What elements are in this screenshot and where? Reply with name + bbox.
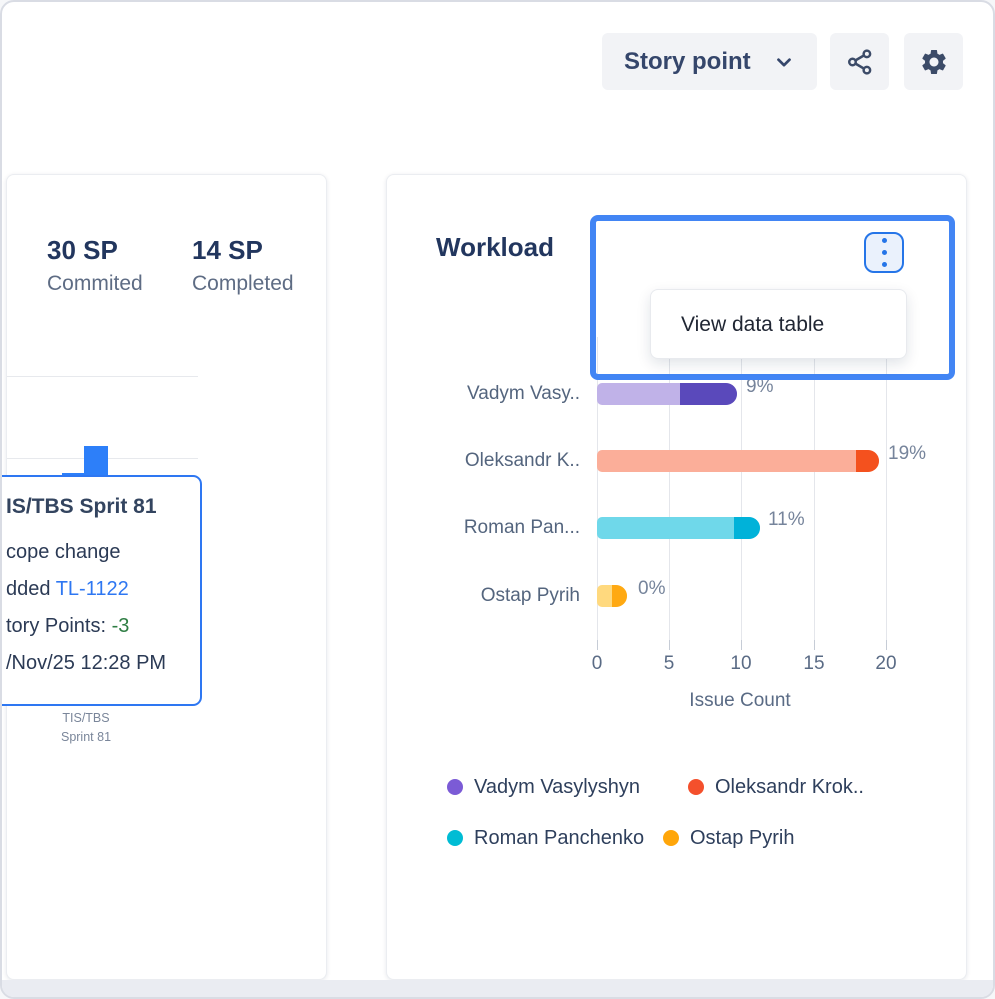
axis-tick xyxy=(669,640,670,650)
menu-item-view-data-table[interactable]: View data table xyxy=(681,313,825,336)
workload-bar-roman[interactable] xyxy=(597,517,760,539)
x-tick-label: 20 xyxy=(875,653,897,674)
gridline-0 xyxy=(597,337,598,650)
bar-percent-vadym: 9% xyxy=(746,376,774,397)
chevron-down-icon xyxy=(773,51,795,73)
x-tick-label: 10 xyxy=(730,653,752,674)
bar-cap xyxy=(680,383,737,405)
story-points-delta: -3 xyxy=(111,615,130,637)
scope-change-tooltip: IS/TBS Sprit 81 cope change dded TL-1122… xyxy=(2,475,202,706)
bar-cap xyxy=(612,585,627,607)
legend-dot-vadym xyxy=(447,779,463,795)
x-tick-label: 15 xyxy=(803,653,825,674)
sprint-chart-gridline xyxy=(7,376,198,377)
legend-dot-oleksandr xyxy=(688,779,704,795)
x-tick-label: 5 xyxy=(663,653,675,674)
committed-label: Commited xyxy=(47,272,143,295)
bar-label-oleksandr: Oleksandr K.. xyxy=(464,450,580,471)
x-axis-title: Issue Count xyxy=(689,690,791,711)
bar-label-vadym: Vadym Vasy.. xyxy=(467,383,580,404)
gear-icon xyxy=(919,47,949,77)
tooltip-scope-change-line: cope change xyxy=(6,541,121,563)
legend-label-oleksandr: Oleksandr Krok.. xyxy=(715,776,864,798)
legend-label-vadym: Vadym Vasylyshyn xyxy=(474,776,640,798)
sprint-axis-label: TIS/TBS Sprint 81 xyxy=(60,711,112,744)
completed-label: Completed xyxy=(192,272,294,295)
bar-cap xyxy=(734,517,760,539)
gridline-10 xyxy=(741,337,742,650)
card-menu-kebab-button[interactable] xyxy=(864,232,904,273)
bar-label-roman: Roman Pan... xyxy=(463,517,580,538)
tooltip-added-line: dded TL-1122 xyxy=(6,578,129,600)
bar-label-ostap: Ostap Pyrih xyxy=(480,585,580,606)
tooltip-story-points-line: tory Points: -3 xyxy=(6,615,130,637)
bar-cap xyxy=(856,450,879,472)
gridline-5 xyxy=(669,337,670,650)
x-tick-label: 0 xyxy=(591,653,603,674)
axis-tick xyxy=(597,640,598,650)
gridline-20 xyxy=(886,337,887,650)
legend-label-ostap: Ostap Pyrih xyxy=(690,827,795,849)
completed-value: 14 SP xyxy=(192,235,263,265)
bar-percent-ostap: 0% xyxy=(638,578,666,599)
kebab-vertical-icon xyxy=(881,238,887,243)
bar-percent-roman: 11% xyxy=(768,509,805,530)
share-button[interactable] xyxy=(830,33,889,90)
workload-bar-vadym[interactable] xyxy=(597,383,737,405)
axis-tick xyxy=(814,640,815,650)
tooltip-timestamp-line: /Nov/25 12:28 PM xyxy=(6,652,167,674)
workload-bar-ostap[interactable] xyxy=(597,585,627,607)
legend-dot-ostap xyxy=(663,830,679,846)
workload-bar-oleksandr[interactable] xyxy=(597,450,879,472)
settings-button[interactable] xyxy=(904,33,963,90)
metric-selector-label: Story point xyxy=(624,47,751,75)
bar-percent-oleksandr: 19% xyxy=(888,443,927,464)
axis-tick xyxy=(886,640,887,650)
legend-label-roman: Roman Panchenko xyxy=(474,827,645,849)
issue-key-link[interactable]: TL-1122 xyxy=(55,578,129,600)
card-menu-dropdown: View data table xyxy=(650,289,907,359)
tooltip-sprint-title: IS/TBS Sprit 81 xyxy=(6,495,157,518)
share-network-icon xyxy=(845,47,875,77)
axis-tick xyxy=(741,640,742,650)
gridline-15 xyxy=(814,337,815,650)
committed-value: 30 SP xyxy=(47,235,118,265)
page-bottom-strip xyxy=(2,980,993,997)
workload-card-title: Workload xyxy=(436,232,554,262)
legend-dot-roman xyxy=(447,830,463,846)
metric-selector-dropdown[interactable]: Story point xyxy=(602,33,817,90)
